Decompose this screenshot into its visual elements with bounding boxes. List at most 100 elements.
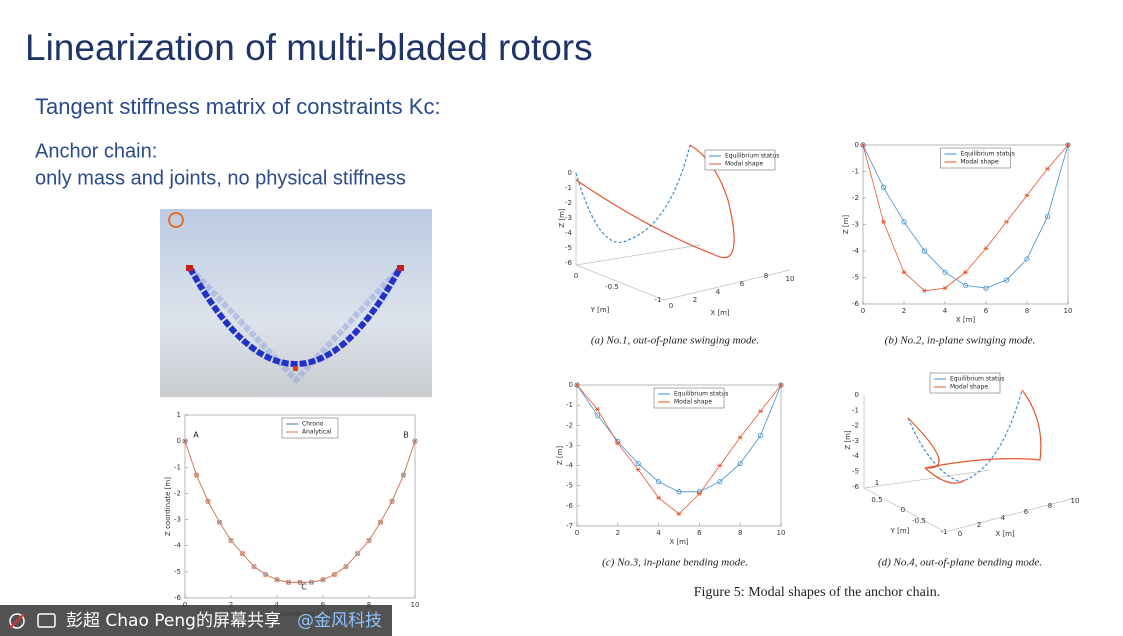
- y-tick-label: 0: [177, 437, 181, 445]
- data-marker: [594, 406, 600, 412]
- legend-label: Equilibrium status: [674, 391, 728, 398]
- legend-label: Modal shape: [674, 399, 712, 406]
- panel-d-sketch: [863, 389, 1076, 533]
- data-marker: [737, 460, 743, 467]
- share-text: 彭超 Chao Peng的屏幕共享: [66, 611, 281, 631]
- data-marker: [1024, 256, 1030, 262]
- legend-box: [281, 417, 339, 439]
- x-tick-label: 10: [777, 529, 786, 537]
- legend-box: [929, 372, 1001, 394]
- z-tick-label: -5: [852, 468, 859, 476]
- legend-label: Modal shape: [950, 384, 988, 391]
- y-tick-label: -1: [852, 168, 859, 176]
- x-axis-label: X [m]: [995, 530, 1015, 538]
- data-marker: [901, 269, 907, 275]
- legend-label: Modal shape: [961, 159, 999, 166]
- data-marker: [1024, 193, 1030, 198]
- data-marker: [574, 382, 580, 388]
- x-tick-label: 6: [740, 280, 745, 288]
- slide-title: Linearization of multi-bladed rotors: [25, 27, 593, 68]
- z-tick-label: -3: [852, 437, 859, 445]
- data-marker: [696, 491, 702, 497]
- data-marker: [1004, 219, 1009, 225]
- data-marker: [400, 472, 407, 478]
- x-tick-label: 6: [1024, 508, 1029, 516]
- y-tick-label: 0: [569, 381, 573, 389]
- y-tick-label: 0: [574, 272, 578, 280]
- y-tick-label: 1: [177, 411, 181, 419]
- z-tick-label: -2: [852, 422, 859, 430]
- data-marker: [389, 498, 395, 504]
- legend-box: [704, 149, 776, 171]
- x-tick-label: 8: [738, 529, 742, 537]
- chain: [187, 266, 403, 367]
- legend-box: [940, 147, 1011, 169]
- data-marker: [881, 219, 886, 225]
- slide-subtitle: Tangent stiffness matrix of constraints …: [35, 94, 441, 119]
- data-marker: [615, 441, 621, 446]
- x-axis-label: X [m]: [956, 316, 976, 324]
- x-tick-label: 6: [984, 307, 989, 315]
- y-tick-label: -0.5: [912, 517, 926, 525]
- data-marker: [778, 382, 784, 388]
- z-tick-label: -6: [852, 483, 860, 491]
- panel-caption: (c) No.3, in-plane bending mode.: [602, 557, 748, 569]
- data-marker: [942, 285, 948, 291]
- data-marker: [251, 564, 257, 570]
- chain-node: [293, 366, 298, 371]
- y-tick-label: -1: [174, 463, 181, 471]
- x-tick-label: 2: [693, 296, 697, 304]
- data-marker: [1045, 166, 1050, 172]
- screen-icon[interactable]: [37, 613, 56, 628]
- data-marker: [655, 479, 662, 485]
- data-marker: [262, 571, 269, 578]
- x-tick-label: 10: [1071, 497, 1080, 505]
- y-tick-label: -6: [174, 594, 182, 602]
- data-marker: [239, 550, 246, 557]
- y-tick-label: -6: [566, 502, 574, 510]
- x-tick-label: 6: [697, 529, 702, 537]
- legend-label: Chrono: [302, 421, 324, 428]
- data-marker: [758, 408, 764, 414]
- anchor-point: [397, 265, 404, 271]
- y-tick-label: -2: [566, 421, 573, 429]
- plot-frame: [576, 384, 782, 527]
- data-marker: [228, 537, 234, 544]
- data-marker: [880, 184, 887, 190]
- z-axis-label: Z [m]: [844, 430, 852, 450]
- data-marker: [737, 435, 743, 440]
- body-text: only mass and joints, no physical stiffn…: [35, 167, 406, 189]
- mic-muted: [9, 613, 25, 629]
- y-tick-label: 1: [875, 479, 879, 487]
- mic-icon[interactable]: [9, 613, 25, 629]
- y-axis-label: Y [m]: [890, 527, 910, 535]
- z-tick-label: -5: [565, 244, 572, 252]
- data-marker: [343, 564, 349, 570]
- data-marker: [216, 519, 223, 525]
- data-marker: [1065, 142, 1071, 148]
- panel-caption: (b) No.2, in-plane swinging mode.: [885, 335, 1036, 347]
- mode-curve: [575, 144, 735, 259]
- point-annotation: B: [403, 431, 409, 440]
- y-tick-label: 0: [855, 141, 859, 149]
- y-tick-label: -3: [174, 516, 181, 524]
- data-marker: [963, 269, 968, 275]
- data-marker: [285, 579, 292, 585]
- share-bar-background: [0, 605, 392, 636]
- data-marker: [331, 571, 338, 578]
- axis-box: [575, 172, 791, 301]
- data-marker: [757, 432, 764, 438]
- data-marker: [717, 479, 723, 485]
- data-marker: [182, 438, 188, 444]
- legend-label: Equilibrium status: [950, 376, 1004, 383]
- panel-a-sketch: [575, 144, 791, 301]
- body-text: Anchor chain:: [35, 140, 157, 162]
- data-marker: [676, 489, 682, 495]
- y-axis-label: Z [m]: [556, 446, 564, 466]
- y-tick-label: -6: [852, 300, 860, 308]
- legend-label: Analytical: [302, 429, 332, 436]
- y-axis-label: Z [m]: [842, 215, 850, 235]
- data-marker: [901, 219, 907, 225]
- x-axis-label: X [m]: [669, 538, 689, 546]
- x-tick-label: 8: [1048, 502, 1052, 510]
